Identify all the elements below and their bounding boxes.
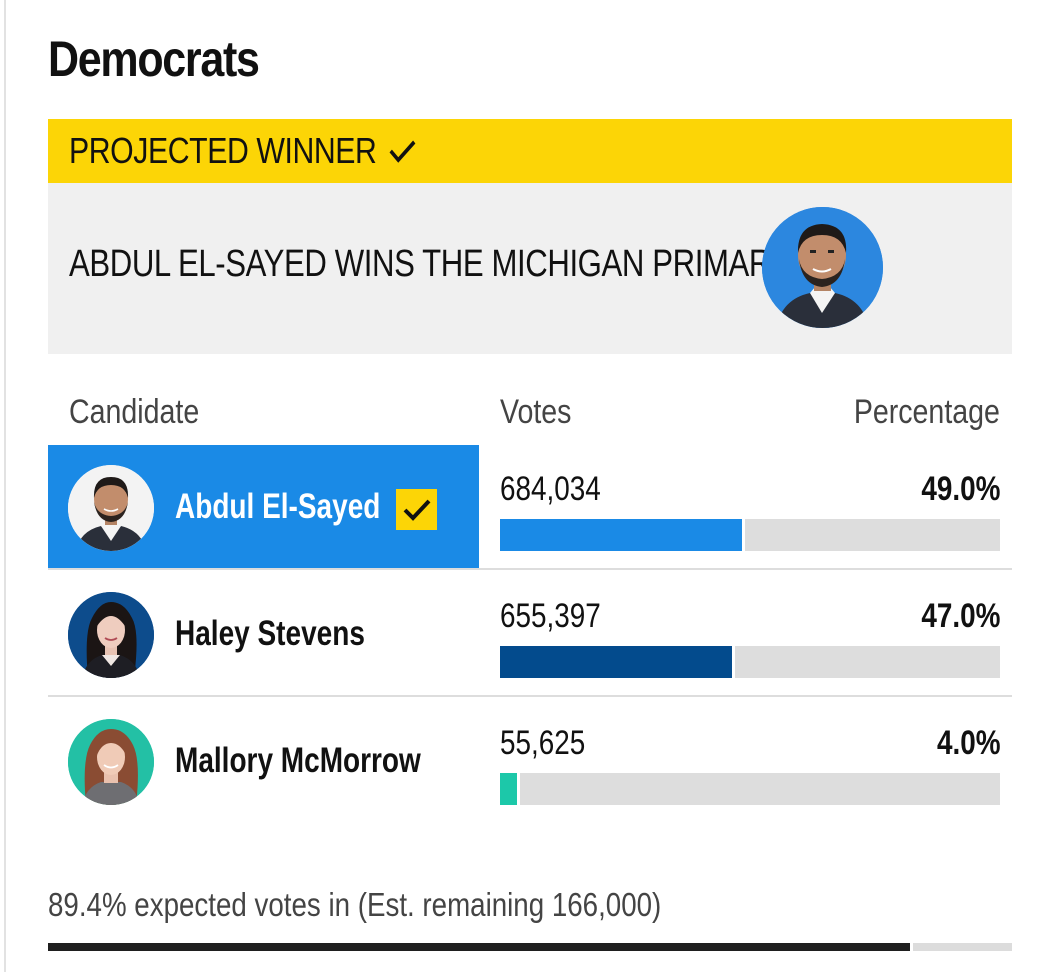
woman-dark-hair-portrait	[68, 592, 154, 678]
candidate-avatar	[68, 592, 154, 678]
candidate-name: Abdul El-Sayed	[175, 487, 381, 526]
vote-percentage: 49.0%	[920, 470, 1000, 508]
results-card: Democrats PROJECTED WINNER ABDUL EL-SAYE…	[48, 0, 1012, 972]
candidate-row[interactable]: Haley Stevens 655,397 47.0%	[48, 572, 1012, 697]
winner-check-badge	[396, 489, 437, 530]
man-with-beard-portrait	[762, 207, 883, 328]
check-icon	[389, 140, 416, 163]
candidate-row[interactable]: Abdul El-Sayed 684,034 49.0%	[48, 445, 1012, 570]
vote-count: 684,034	[500, 470, 601, 508]
vote-percentage: 4.0%	[936, 724, 1000, 762]
check-icon	[403, 499, 431, 521]
party-heading: Democrats	[48, 31, 260, 87]
candidate-name: Mallory McMorrow	[175, 741, 421, 780]
row-divider	[48, 568, 1012, 570]
vote-bar-fill	[500, 773, 520, 805]
expected-votes-text: 89.4% expected votes in (Est. remaining …	[48, 886, 662, 923]
vote-bar-track	[500, 646, 1000, 678]
woman-auburn-hair-portrait	[68, 719, 154, 805]
column-header-candidate: Candidate	[69, 393, 200, 431]
vote-bar-track	[500, 519, 1000, 551]
vote-bar-track	[500, 773, 1000, 805]
winner-panel: ABDUL EL-SAYED WINS THE MICHIGAN PRIMARY	[48, 183, 1012, 354]
candidate-avatar	[68, 719, 154, 805]
expected-votes-progress-fill	[48, 943, 913, 951]
candidate-cell: Abdul El-Sayed	[48, 445, 479, 570]
expected-votes-progress	[48, 943, 1012, 951]
winner-headline: ABDUL EL-SAYED WINS THE MICHIGAN PRIMARY	[69, 243, 791, 285]
column-header-percentage: Percentage	[853, 393, 1000, 431]
candidate-name: Haley Stevens	[175, 614, 365, 653]
candidate-cell: Mallory McMorrow	[48, 699, 479, 824]
row-divider	[48, 695, 1012, 697]
candidate-avatar	[68, 465, 154, 551]
projected-winner-banner: PROJECTED WINNER	[48, 119, 1012, 183]
man-with-beard-portrait	[68, 465, 154, 551]
column-header-votes: Votes	[500, 393, 572, 431]
candidate-cell: Haley Stevens	[48, 572, 479, 697]
candidate-row[interactable]: Mallory McMorrow 55,625 4.0%	[48, 699, 1012, 824]
projected-winner-label: PROJECTED WINNER	[69, 130, 377, 171]
left-border-rule	[4, 0, 6, 972]
vote-count: 55,625	[500, 724, 586, 762]
vote-percentage: 47.0%	[920, 597, 1000, 635]
vote-count: 655,397	[500, 597, 601, 635]
vote-bar-fill	[500, 519, 745, 551]
winner-avatar	[762, 207, 883, 328]
vote-bar-fill	[500, 646, 735, 678]
